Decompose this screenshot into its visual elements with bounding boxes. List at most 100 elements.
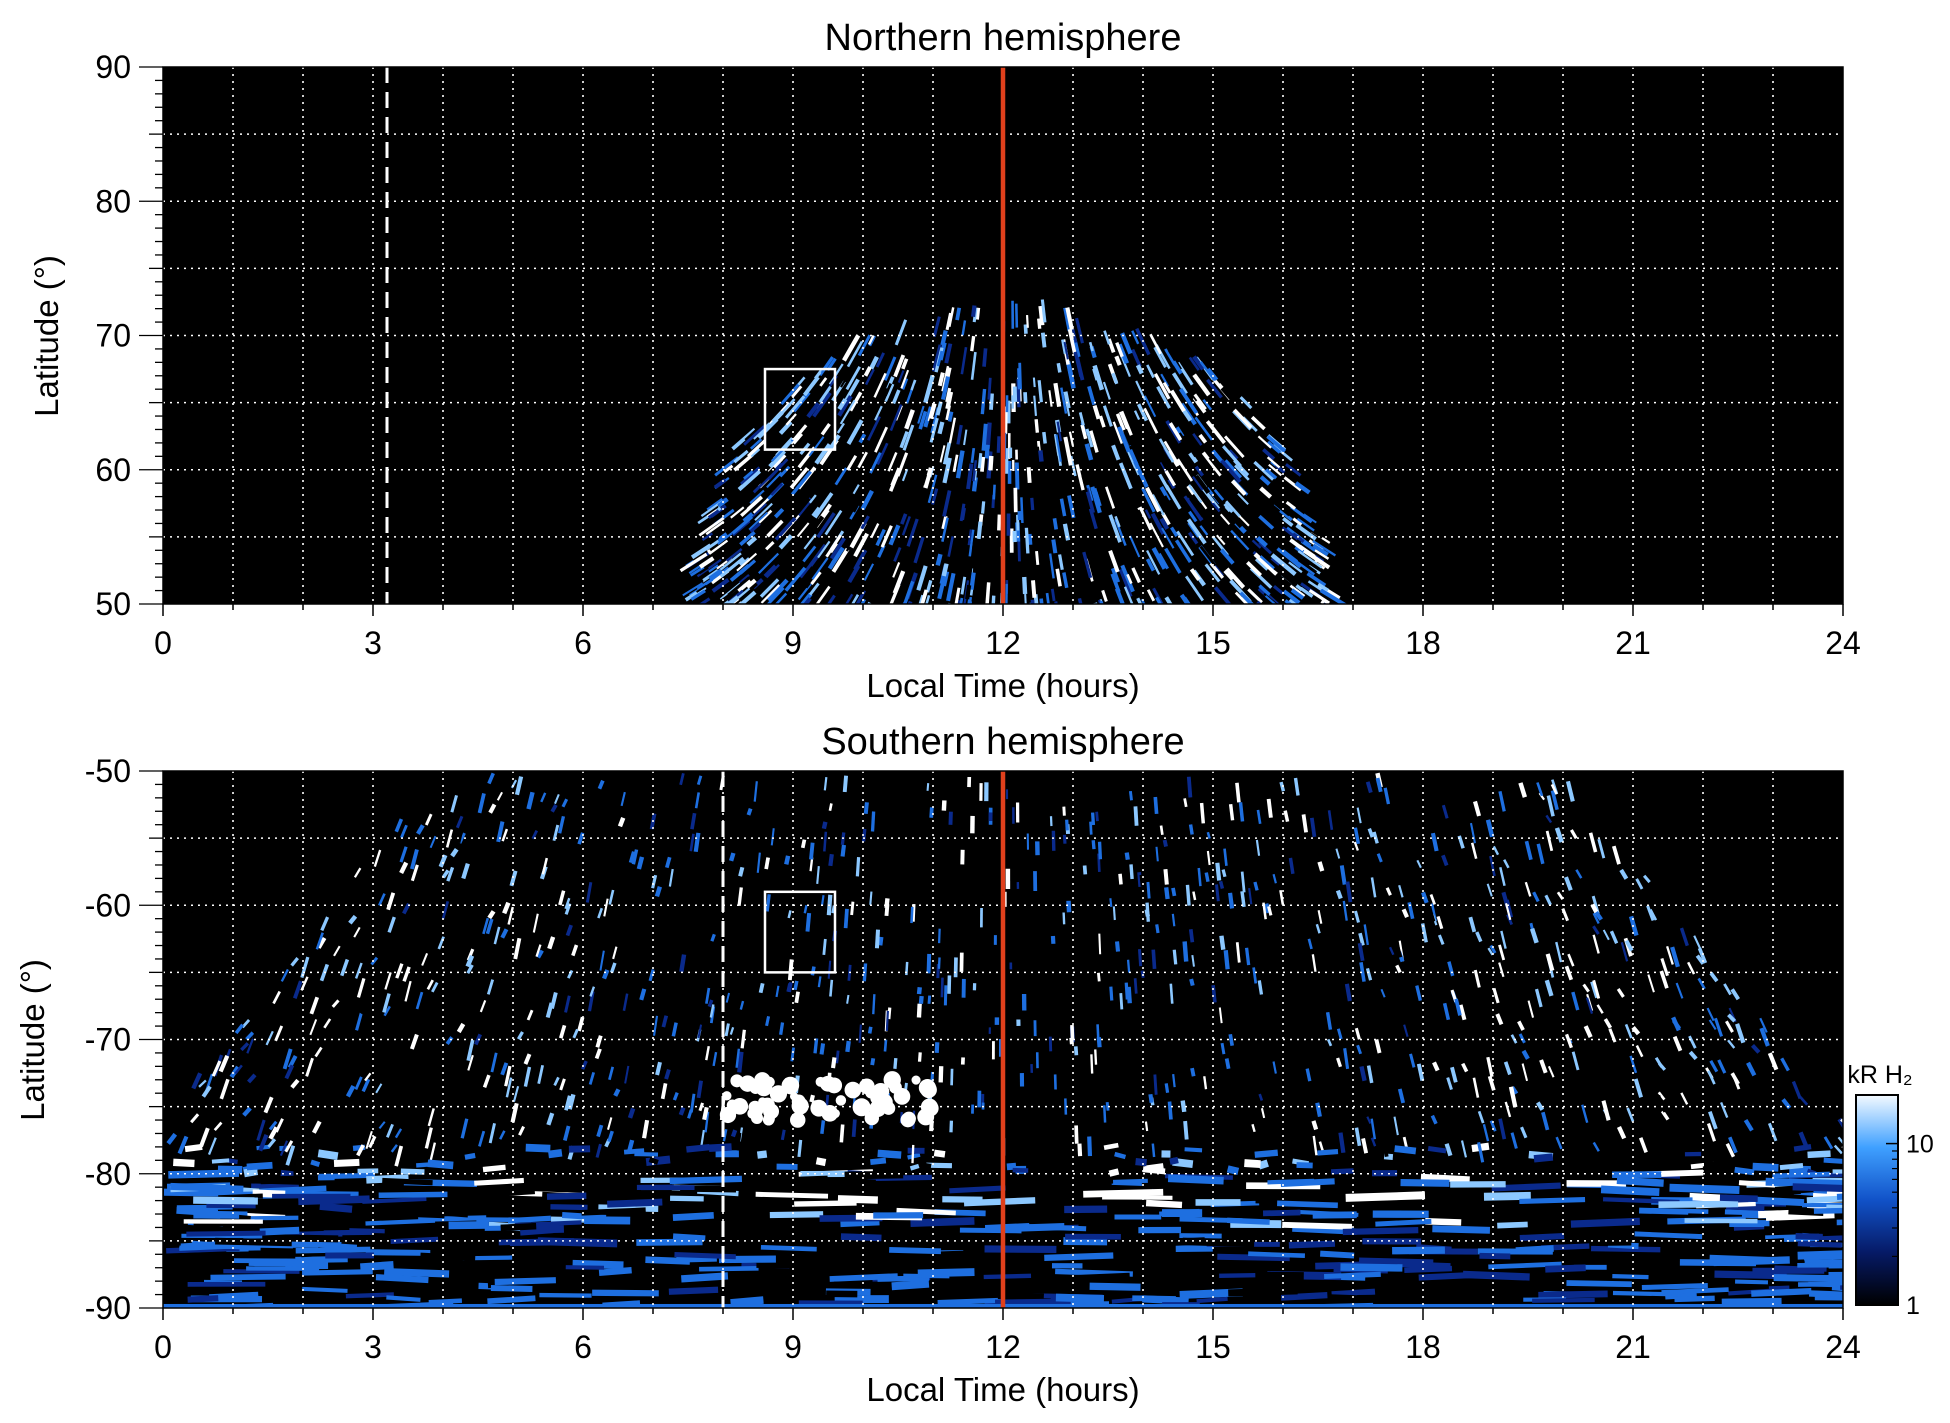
- emission-streak: [301, 938, 312, 954]
- emission-streak: [648, 1226, 681, 1236]
- emission-streak: [1385, 887, 1392, 896]
- emission-streak: [506, 994, 513, 1006]
- emission-streak: [818, 385, 832, 404]
- emission-streak: [487, 772, 495, 785]
- emission-streak: [518, 1125, 525, 1136]
- emission-streak: [689, 833, 695, 852]
- emission-streak: [1129, 535, 1141, 558]
- emission-streak: [1133, 460, 1149, 488]
- emission-streak: [921, 474, 928, 486]
- emission-streak: [1144, 909, 1150, 917]
- emission-streak: [1633, 1078, 1643, 1098]
- emission-streak: [901, 515, 911, 536]
- emission-streak: [739, 1000, 745, 1010]
- emission-streak: [837, 1195, 878, 1204]
- emission-streak: [1285, 500, 1297, 510]
- emission-streak: [1114, 941, 1121, 952]
- emission-streak: [1178, 432, 1197, 458]
- emission-streak: [523, 1066, 532, 1087]
- emission-streak: [1053, 316, 1061, 343]
- emission-streak: [1188, 451, 1199, 464]
- y-tick-label: 90: [95, 49, 131, 85]
- emission-streak: [944, 343, 953, 364]
- emission-streak: [820, 1120, 826, 1134]
- emission-streak: [1219, 548, 1235, 565]
- northern-title: Northern hemisphere: [825, 17, 1182, 59]
- emission-streak: [526, 791, 535, 810]
- emission-streak: [900, 369, 910, 389]
- emission-streak: [1394, 944, 1403, 958]
- emission-streak: [1331, 1168, 1354, 1175]
- emission-streak: [1536, 782, 1544, 797]
- emission-streak: [1053, 382, 1062, 408]
- emission-streak: [1045, 592, 1050, 604]
- emission-streak: [852, 484, 860, 495]
- emission-streak: [887, 1007, 892, 1020]
- emission-streak: [1323, 602, 1326, 604]
- emission-streak: [648, 1157, 659, 1165]
- emission-streak: [1545, 1264, 1586, 1273]
- emission-streak: [1639, 1207, 1709, 1216]
- emission-streak: [738, 845, 744, 866]
- emission-streak: [1150, 512, 1166, 535]
- emission-streak: [1228, 1287, 1298, 1297]
- emission-streak: [1174, 1140, 1181, 1162]
- emission-streak: [869, 587, 877, 597]
- emission-streak: [1583, 1025, 1593, 1039]
- emission-streak: [1828, 1263, 1843, 1269]
- emission-streak: [1128, 790, 1133, 801]
- emission-streak: [1149, 982, 1156, 991]
- emission-streak: [759, 543, 779, 562]
- emission-streak: [1051, 539, 1058, 554]
- emission-streak: [1081, 475, 1088, 493]
- emission-streak: [390, 1144, 398, 1153]
- emission-streak: [1620, 942, 1629, 962]
- emission-streak: [505, 1077, 513, 1098]
- emission-streak: [1023, 392, 1028, 404]
- emission-streak: [1746, 1061, 1757, 1077]
- emission-streak: [1359, 982, 1366, 993]
- emission-streak: [1089, 1282, 1141, 1291]
- emission-streak: [500, 1222, 537, 1232]
- bright-patch-blob: [759, 1081, 772, 1094]
- emission-streak: [730, 1296, 764, 1307]
- emission-streak: [186, 1230, 266, 1237]
- emission-streak: [917, 1052, 922, 1062]
- emission-streak: [1120, 564, 1135, 593]
- emission-streak: [710, 933, 716, 942]
- emission-streak: [386, 1295, 421, 1302]
- emission-streak: [1264, 468, 1278, 480]
- emission-streak: [1601, 1100, 1611, 1121]
- emission-streak: [1259, 475, 1271, 486]
- emission-streak: [1077, 597, 1083, 604]
- emission-streak: [305, 1057, 314, 1077]
- emission-streak: [608, 1066, 615, 1081]
- emission-streak: [494, 1277, 556, 1286]
- emission-streak: [1312, 1135, 1318, 1156]
- emission-streak: [767, 403, 783, 420]
- x-tick-label: 18: [1405, 625, 1441, 661]
- southern-x-axis-label: Local Time (hours): [866, 1371, 1139, 1408]
- emission-streak: [1097, 841, 1103, 860]
- emission-streak: [639, 988, 647, 1001]
- emission-streak: [1183, 1120, 1189, 1140]
- emission-streak: [1791, 1080, 1802, 1100]
- emission-streak: [995, 1298, 1071, 1306]
- emission-streak: [723, 464, 734, 474]
- emission-streak: [651, 874, 658, 889]
- emission-streak: [1230, 479, 1247, 496]
- emission-streak: [945, 391, 954, 410]
- emission-streak: [976, 521, 983, 540]
- emission-streak: [211, 1158, 230, 1164]
- emission-streak: [547, 936, 556, 950]
- emission-streak: [1359, 1066, 1367, 1082]
- emission-streak: [1592, 912, 1600, 925]
- emission-streak: [960, 346, 968, 375]
- emission-streak: [1191, 955, 1195, 967]
- emission-streak: [1290, 1068, 1297, 1081]
- emission-streak: [1486, 883, 1493, 897]
- emission-streak: [1254, 1149, 1279, 1158]
- emission-streak: [766, 519, 784, 538]
- emission-streak: [1297, 550, 1323, 569]
- emission-streak: [1027, 533, 1033, 545]
